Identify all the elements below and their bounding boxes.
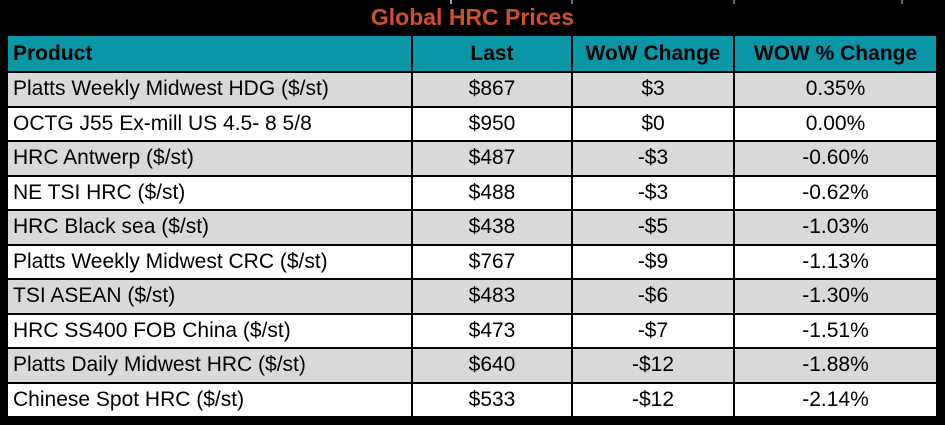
cell-wow-change: -$9 [571, 243, 735, 280]
gridline-stub [901, 0, 903, 4]
table-row: HRC Antwerp ($/st) $487 -$3 -0.60% [6, 140, 938, 177]
cell-last: $438 [411, 209, 573, 246]
cell-wow-change: -$3 [571, 174, 735, 211]
cell-last: $483 [411, 278, 573, 315]
column-header-wow-change: WoW Change [571, 34, 735, 73]
gridline-stub [450, 0, 452, 4]
cell-product: OCTG J55 Ex-mill US 4.5- 8 5/8 [6, 105, 413, 142]
cell-wow-change: -$3 [571, 140, 735, 177]
cell-wow-change: -$7 [571, 312, 735, 349]
cell-product: Platts Weekly Midwest HDG ($/st) [6, 71, 413, 108]
cell-last: $533 [411, 381, 573, 418]
cell-product: HRC Antwerp ($/st) [6, 140, 413, 177]
cell-last: $767 [411, 243, 573, 280]
table-row: Platts Weekly Midwest HDG ($/st) $867 $3 0.… [6, 71, 938, 108]
header-row: Product Last WoW Change WOW % Change [6, 34, 938, 73]
cell-wow-pct-change: -1.88% [733, 347, 938, 384]
table-title: Global HRC Prices [370, 3, 575, 30]
cell-wow-change: $3 [571, 71, 735, 108]
cell-last: $488 [411, 174, 573, 211]
cell-wow-change: -$6 [571, 278, 735, 315]
cell-wow-pct-change: -1.51% [733, 312, 938, 349]
cell-last: $950 [411, 105, 573, 142]
cell-product: TSI ASEAN ($/st) [6, 278, 413, 315]
column-header-last: Last [411, 34, 573, 73]
cell-wow-pct-change: 0.35% [733, 71, 938, 108]
table-row: OCTG J55 Ex-mill US 4.5- 8 5/8 $950 $0 0.00… [6, 105, 938, 142]
gridline-stub [571, 0, 573, 4]
cell-last: $473 [411, 312, 573, 349]
cell-wow-change: $0 [571, 105, 735, 142]
column-header-wow-pct-change: WOW % Change [733, 34, 938, 73]
cell-wow-change: -$12 [571, 347, 735, 384]
cell-product: HRC SS400 FOB China ($/st) [6, 312, 413, 349]
cell-wow-pct-change: -1.30% [733, 278, 938, 315]
table-row: Chinese Spot HRC ($/st) $533 -$12 -2.14% [6, 381, 938, 418]
title-bar: Global HRC Prices [0, 0, 945, 34]
cell-wow-pct-change: -1.13% [733, 243, 938, 280]
cell-wow-pct-change: -1.03% [733, 209, 938, 246]
cell-product: Chinese Spot HRC ($/st) [6, 381, 413, 418]
cell-last: $487 [411, 140, 573, 177]
cell-product: NE TSI HRC ($/st) [6, 174, 413, 211]
cell-last: $867 [411, 71, 573, 108]
cell-wow-pct-change: -0.60% [733, 140, 938, 177]
gridline-stub [733, 0, 735, 4]
cell-wow-pct-change: -0.62% [733, 174, 938, 211]
cell-wow-pct-change: 0.00% [733, 105, 938, 142]
cell-product: Platts Weekly Midwest CRC ($/st) [6, 243, 413, 280]
cell-wow-pct-change: -2.14% [733, 381, 938, 418]
table-row: NE TSI HRC ($/st) $488 -$3 -0.62% [6, 174, 938, 211]
table-area: Product Last WoW Change WOW % Change Platts… [6, 34, 938, 418]
cell-last: $640 [411, 347, 573, 384]
table-row: Platts Daily Midwest HRC ($/st) $640 -$12-… [6, 347, 938, 384]
table-row: HRC Black sea ($/st) $438 -$5 -1.03% [6, 209, 938, 246]
cell-product: Platts Daily Midwest HRC ($/st) [6, 347, 413, 384]
column-header-product: Product [6, 34, 413, 73]
table-row: TSI ASEAN ($/st) $483 -$6 -1.30% [6, 278, 938, 315]
table-row: HRC SS400 FOB China ($/st) $473 -$7 -1.51% [6, 312, 938, 349]
cell-wow-change: -$12 [571, 381, 735, 418]
cell-product: HRC Black sea ($/st) [6, 209, 413, 246]
cell-wow-change: -$5 [571, 209, 735, 246]
price-table: Product Last WoW Change WOW % Change Platts… [6, 34, 938, 418]
table-row: Platts Weekly Midwest CRC ($/st) $767 -$9-… [6, 243, 938, 280]
